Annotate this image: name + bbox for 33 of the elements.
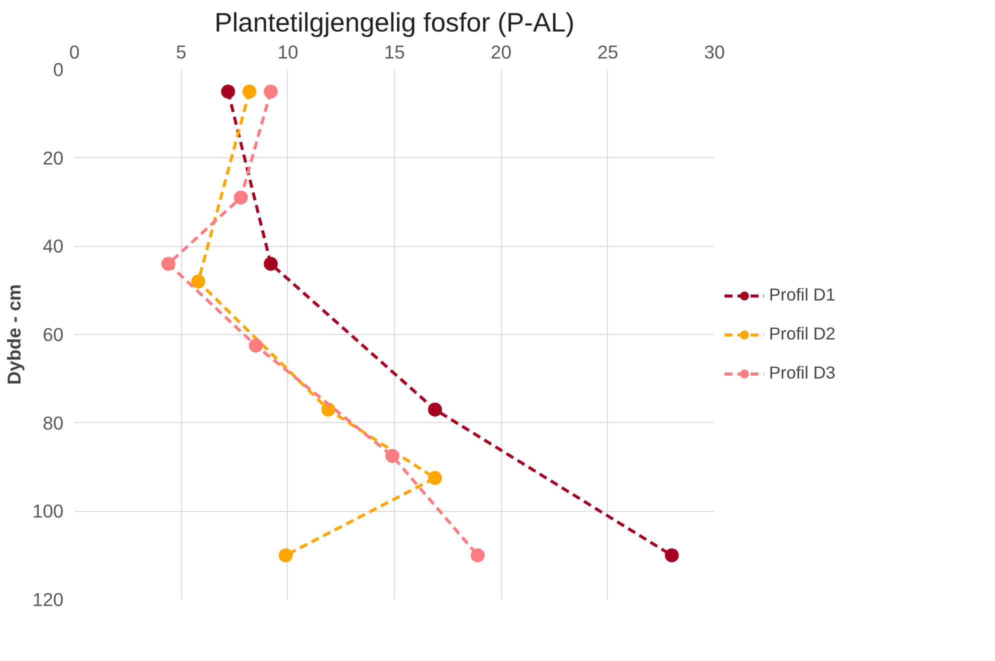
point: [385, 448, 400, 463]
x-tick-label: 30: [704, 42, 725, 62]
point: [264, 84, 278, 99]
x-tick-label: 5: [176, 42, 186, 62]
point: [248, 338, 263, 353]
y-tick-label: 40: [42, 236, 64, 257]
point: [278, 548, 293, 562]
x-tick-label: 25: [597, 42, 618, 62]
x-tick-label: 20: [490, 42, 512, 62]
point: [221, 84, 236, 99]
y-axis-title: Dybde - cm: [3, 284, 24, 385]
y-tick-label: 120: [32, 589, 64, 610]
point: [264, 256, 278, 271]
point: [191, 274, 206, 288]
legend-label: Profil D3: [769, 362, 836, 384]
y-tick-label: 100: [32, 500, 64, 522]
point: [242, 84, 256, 99]
x-tick-label: 15: [384, 42, 405, 62]
chart-title: Plantetilgjengelig fosfor (P-AL): [214, 8, 575, 38]
x-tick-label: 0: [69, 42, 80, 62]
y-tick-label: 60: [42, 324, 64, 345]
point: [161, 256, 176, 271]
legend-label: Profil D2: [769, 324, 836, 344]
point: [428, 471, 442, 486]
y-tick-label: 80: [42, 412, 64, 434]
legend-label: Profil D1: [769, 284, 836, 306]
y-tick-label: 20: [42, 147, 64, 168]
point: [428, 402, 442, 417]
x-tick-label: 10: [277, 42, 298, 62]
point: [234, 190, 248, 205]
y-tick-label: 0: [53, 59, 64, 80]
point: [470, 548, 485, 562]
point: [664, 548, 679, 562]
